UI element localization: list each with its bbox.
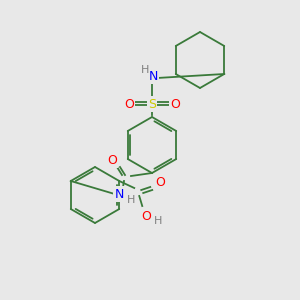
Text: O: O (170, 98, 180, 110)
Text: N: N (114, 188, 124, 200)
Text: H: H (154, 216, 162, 226)
Text: N: N (148, 70, 158, 83)
Text: O: O (141, 209, 151, 223)
Text: H: H (127, 195, 135, 205)
Text: O: O (124, 98, 134, 110)
Text: O: O (155, 176, 165, 188)
Text: H: H (141, 65, 149, 75)
Text: S: S (148, 98, 156, 110)
Text: O: O (107, 154, 117, 166)
